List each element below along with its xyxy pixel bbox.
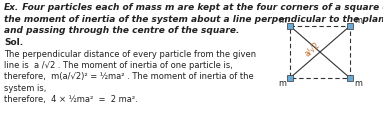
Text: m: m bbox=[278, 16, 286, 25]
Text: the moment of inertia of the system about a line perpendicular to the plane of t: the moment of inertia of the system abou… bbox=[4, 15, 383, 23]
Text: m: m bbox=[278, 79, 286, 88]
Text: line is  a /√2 . The moment of inertia of one particle is,: line is a /√2 . The moment of inertia of… bbox=[4, 61, 233, 70]
Text: The perpendicular distance of every particle from the given: The perpendicular distance of every part… bbox=[4, 50, 256, 59]
Text: therefore,  m(a/√2)² = ½ma² . The moment of inertia of the: therefore, m(a/√2)² = ½ma² . The moment … bbox=[4, 72, 254, 81]
Text: m: m bbox=[354, 79, 362, 88]
Text: therefore,  4 × ½ma²  =  2 ma².: therefore, 4 × ½ma² = 2 ma². bbox=[4, 95, 138, 104]
Text: system is,: system is, bbox=[4, 84, 46, 93]
Text: and passing through the centre of the square.: and passing through the centre of the sq… bbox=[4, 26, 239, 35]
Text: Ex.: Ex. bbox=[4, 3, 19, 12]
Text: Four particles each of mass m are kept at the four corners of a square of edge a: Four particles each of mass m are kept a… bbox=[16, 3, 383, 12]
Text: a/√2: a/√2 bbox=[303, 40, 321, 58]
Text: Sol.: Sol. bbox=[4, 38, 23, 47]
Text: m: m bbox=[354, 16, 362, 25]
